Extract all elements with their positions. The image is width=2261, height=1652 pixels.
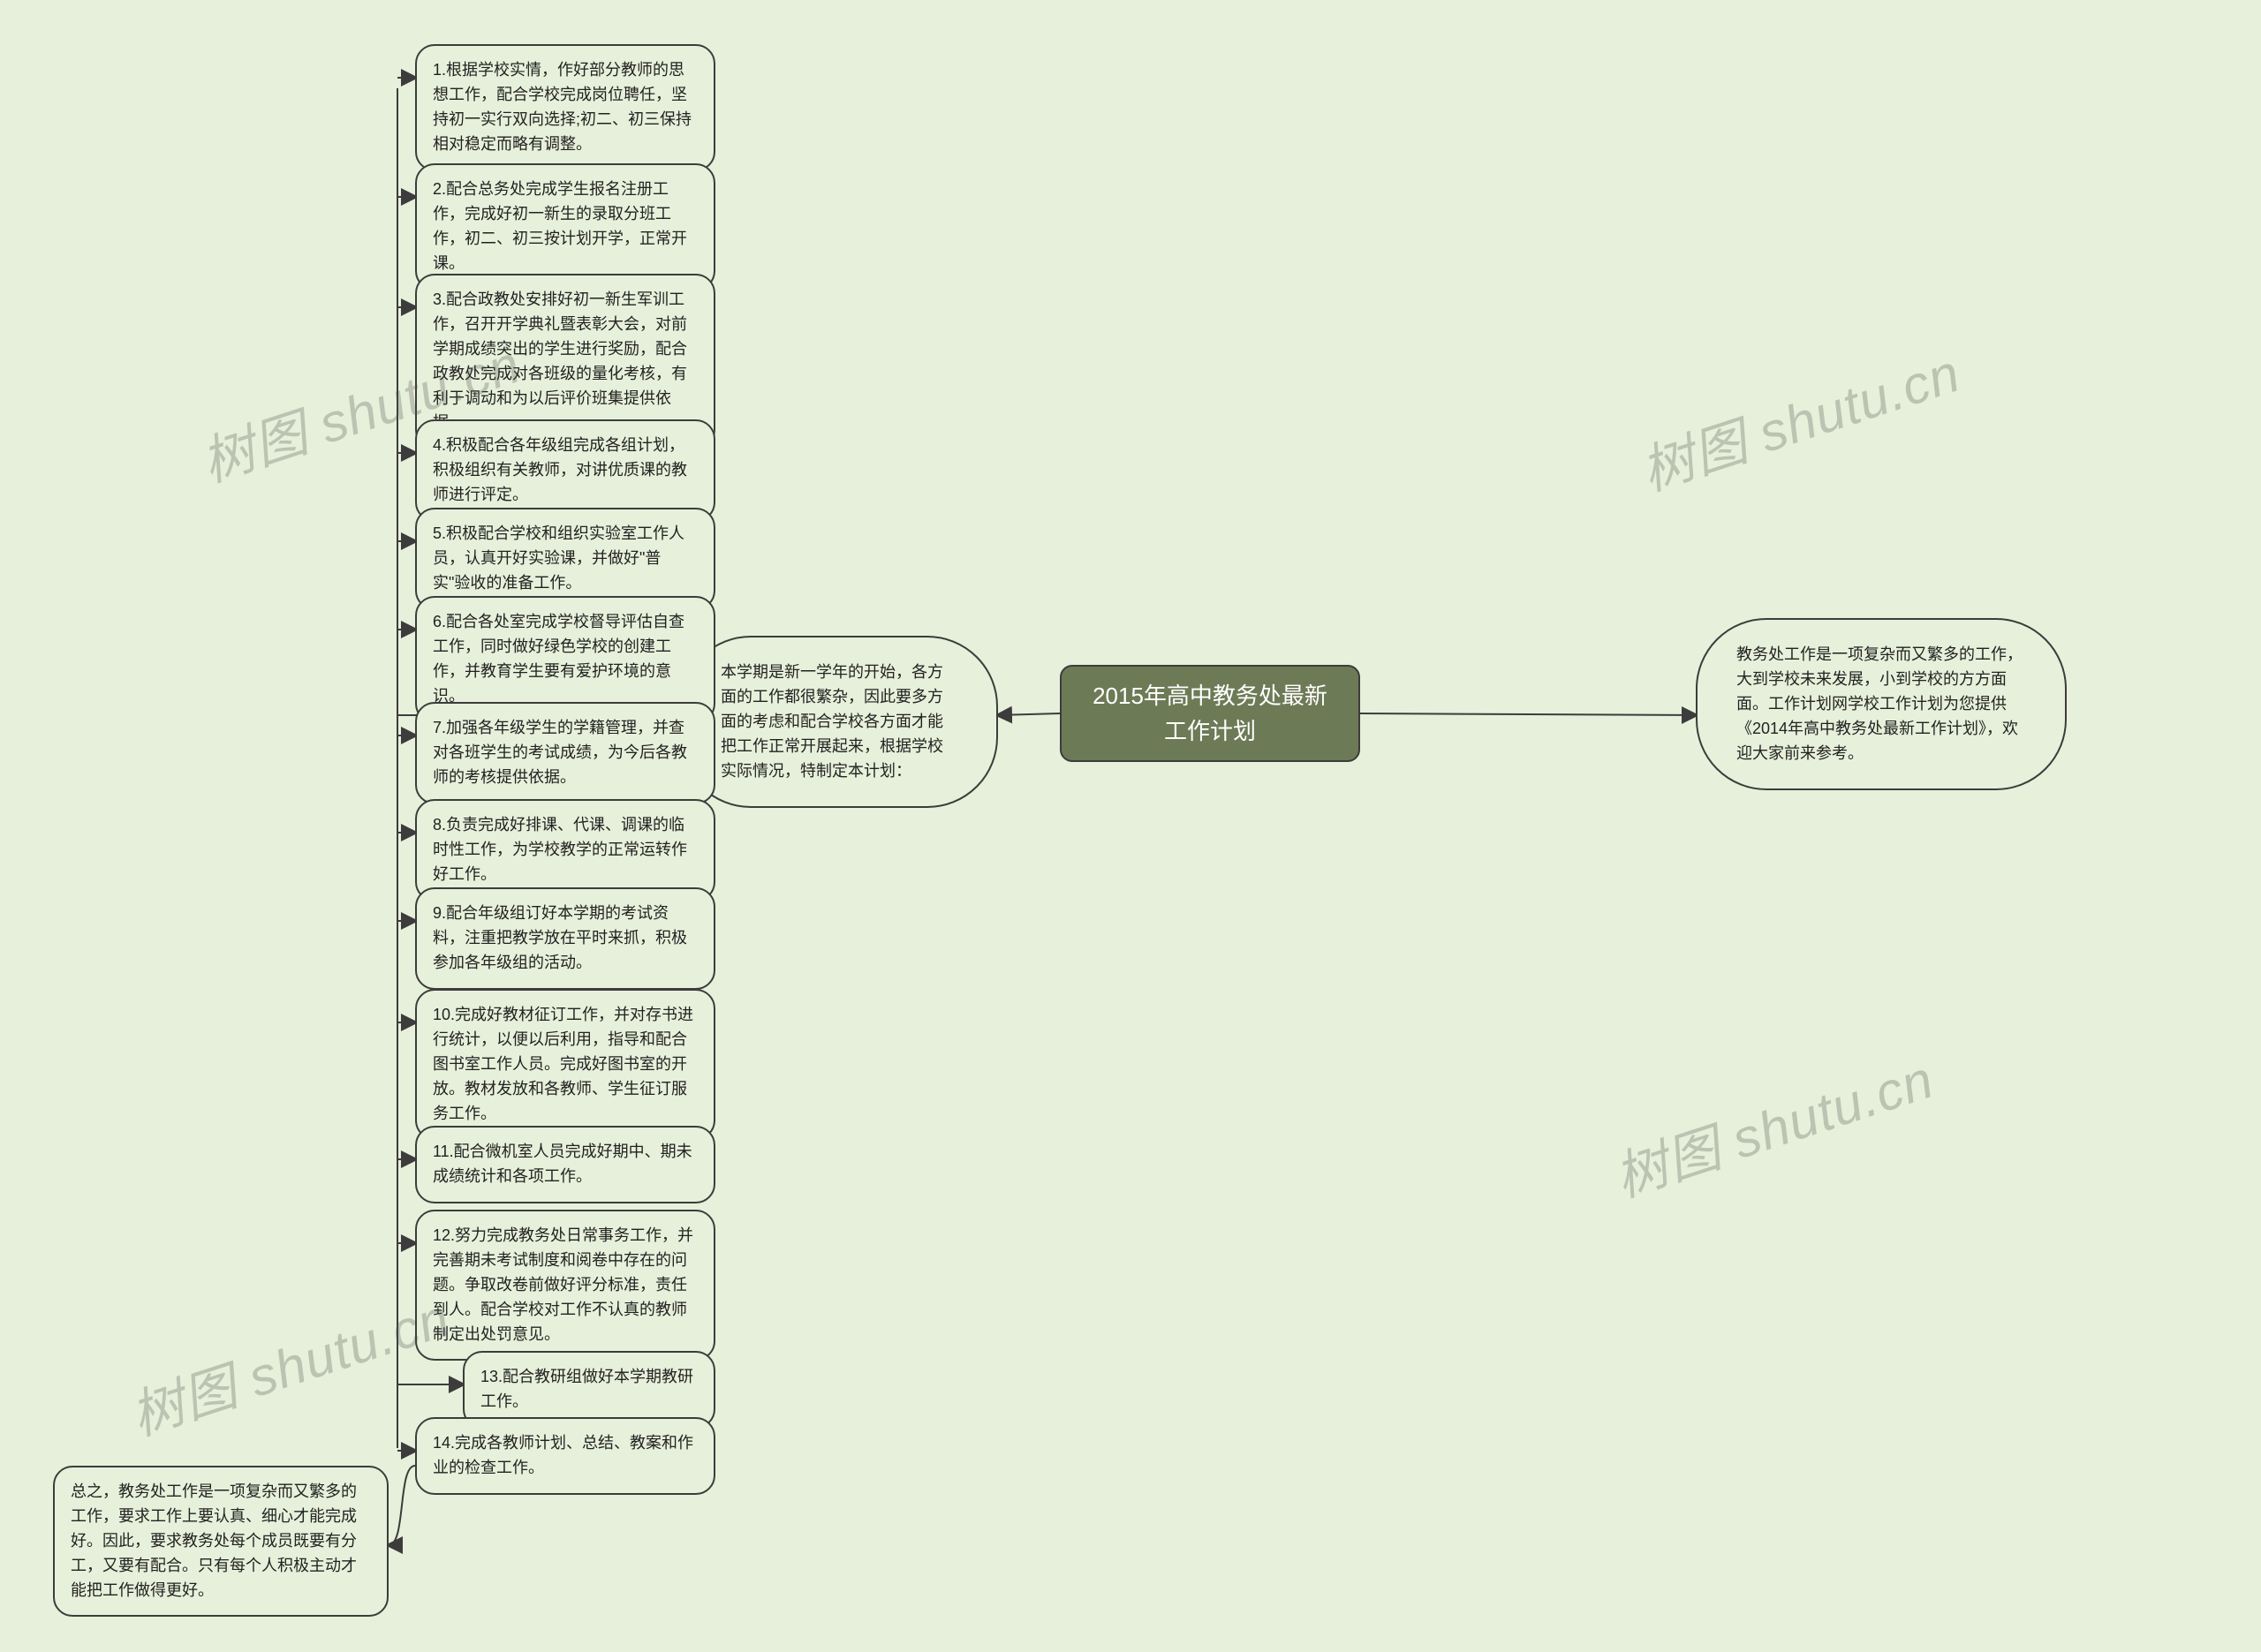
mindmap-canvas: 2015年高中教务处最新工作计划 教务处工作是一项复杂而又繁多的工作，大到学校未… — [0, 0, 2261, 1652]
center-text: 2015年高中教务处最新工作计划 — [1086, 678, 1334, 750]
conclusion-text: 总之，教务处工作是一项复杂而又繁多的工作，要求工作上要认真、细心才能完成好。因此… — [71, 1482, 357, 1599]
left-parent-text: 本学期是新一学年的开始，各方面的工作都很繁杂，因此要多方面的考虑和配合学校各方面… — [721, 663, 943, 780]
item-node-9: 9.配合年级组订好本学期的考试资料，注重把教学放在平时来抓，积极参加各年级组的活… — [415, 887, 715, 990]
right-summary-text: 教务处工作是一项复杂而又繁多的工作，大到学校未来发展，小到学校的方方面面。工作计… — [1736, 645, 2023, 762]
item-text: 4.积极配合各年级组完成各组计划，积极组织有关教师，对讲优质课的教师进行评定。 — [433, 436, 687, 503]
item-text: 14.完成各教师计划、总结、教案和作业的检查工作。 — [433, 1434, 693, 1476]
conclusion-node: 总之，教务处工作是一项复杂而又繁多的工作，要求工作上要认真、细心才能完成好。因此… — [53, 1466, 389, 1617]
item-node-11: 11.配合微机室人员完成好期中、期未成绩统计和各项工作。 — [415, 1126, 715, 1203]
item-text: 13.配合教研组做好本学期教研工作。 — [480, 1368, 693, 1410]
item-node-12: 12.努力完成教务处日常事务工作，并完善期未考试制度和阅卷中存在的问题。争取改卷… — [415, 1210, 715, 1361]
item-text: 11.配合微机室人员完成好期中、期未成绩统计和各项工作。 — [433, 1143, 692, 1185]
item-node-8: 8.负责完成好排课、代课、调课的临时性工作，为学校教学的正常运转作好工作。 — [415, 799, 715, 901]
item-text: 8.负责完成好排课、代课、调课的临时性工作，为学校教学的正常运转作好工作。 — [433, 816, 687, 883]
item-text: 2.配合总务处完成学生报名注册工作，完成好初一新生的录取分班工作，初二、初三按计… — [433, 180, 687, 272]
item-node-2: 2.配合总务处完成学生报名注册工作，完成好初一新生的录取分班工作，初二、初三按计… — [415, 163, 715, 290]
item-node-7: 7.加强各年级学生的学籍管理，并查对各班学生的考试成绩，为今后各教师的考核提供依… — [415, 702, 715, 804]
item-text: 6.配合各处室完成学校督导评估自查工作，同时做好绿色学校的创建工作，并教育学生要… — [433, 613, 684, 705]
item-node-5: 5.积极配合学校和组织实验室工作人员，认真开好实验课，并做好"普实"验收的准备工… — [415, 508, 715, 610]
item-text: 9.配合年级组订好本学期的考试资料，注重把教学放在平时来抓，积极参加各年级组的活… — [433, 904, 687, 971]
item-text: 1.根据学校实情，作好部分教师的思想工作，配合学校完成岗位聘任，坚持初一实行双向… — [433, 61, 692, 153]
right-summary-node: 教务处工作是一项复杂而又繁多的工作，大到学校未来发展，小到学校的方方面面。工作计… — [1696, 618, 2067, 790]
item-node-14: 14.完成各教师计划、总结、教案和作业的检查工作。 — [415, 1417, 715, 1495]
left-parent-node: 本学期是新一学年的开始，各方面的工作都很繁杂，因此要多方面的考虑和配合学校各方面… — [680, 636, 998, 808]
item-node-10: 10.完成好教材征订工作，并对存书进行统计，以便以后利用，指导和配合图书室工作人… — [415, 989, 715, 1140]
item-text: 3.配合政教处安排好初一新生军训工作，召开开学典礼暨表彰大会，对前学期成绩突出的… — [433, 290, 687, 431]
item-text: 10.完成好教材征订工作，并对存书进行统计，以便以后利用，指导和配合图书室工作人… — [433, 1006, 693, 1122]
item-text: 12.努力完成教务处日常事务工作，并完善期未考试制度和阅卷中存在的问题。争取改卷… — [433, 1226, 693, 1343]
watermark: 树图 shutu.cn — [1630, 330, 1969, 505]
watermark: 树图 shutu.cn — [120, 1275, 458, 1450]
item-node-1: 1.根据学校实情，作好部分教师的思想工作，配合学校完成岗位聘任，坚持初一实行双向… — [415, 44, 715, 171]
item-text: 5.积极配合学校和组织实验室工作人员，认真开好实验课，并做好"普实"验收的准备工… — [433, 524, 684, 592]
connectors-layer — [0, 0, 2261, 1652]
item-node-4: 4.积极配合各年级组完成各组计划，积极组织有关教师，对讲优质课的教师进行评定。 — [415, 419, 715, 522]
center-node: 2015年高中教务处最新工作计划 — [1060, 665, 1360, 762]
watermark: 树图 shutu.cn — [1604, 1037, 1942, 1211]
item-text: 7.加强各年级学生的学籍管理，并查对各班学生的考试成绩，为今后各教师的考核提供依… — [433, 719, 687, 786]
